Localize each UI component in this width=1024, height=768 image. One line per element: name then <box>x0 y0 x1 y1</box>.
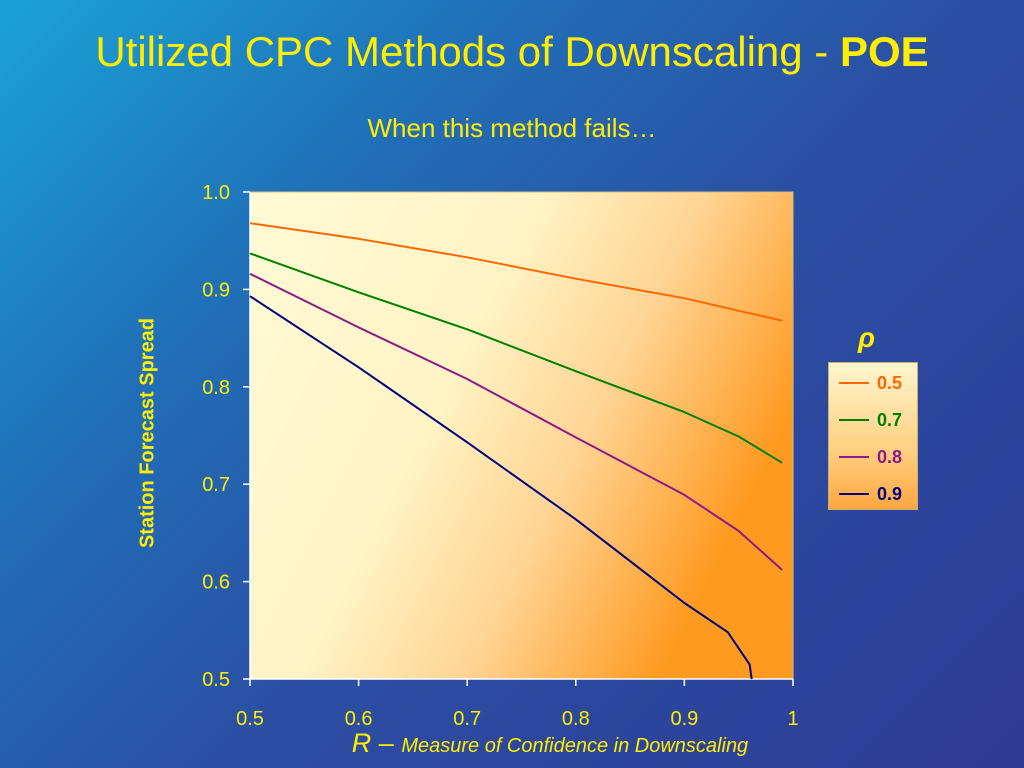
legend-label: 0.5 <box>877 373 903 393</box>
y-tick-label: 0.6 <box>202 572 230 594</box>
legend-swatch <box>839 456 869 458</box>
y-tick-label: 0.9 <box>202 279 230 301</box>
x-tick-label: 1 <box>787 708 798 730</box>
x-tick-label: 0.5 <box>236 708 264 730</box>
y-tick-label: 0.5 <box>202 669 230 691</box>
plot-area <box>249 191 794 680</box>
slide-title-main: Utilized CPC Methods of Downscaling - <box>95 28 840 75</box>
series-line-0-8 <box>249 272 783 571</box>
y-tick-label: 1.0 <box>202 182 230 204</box>
x-tick-label: 0.8 <box>562 708 590 730</box>
slide-title: Utilized CPC Methods of Downscaling - PO… <box>0 28 1024 76</box>
x-tick-label: 0.7 <box>453 708 481 730</box>
legend-label: 0.9 <box>877 484 903 504</box>
series-line-0-7 <box>249 252 783 464</box>
legend-label: 0.8 <box>877 447 903 467</box>
legend-swatch <box>839 382 869 384</box>
y-tick-label: 0.7 <box>202 474 230 496</box>
axes: 0.5 0.6 0.7 0.8 0.9 1 1.0 0.9 0.8 0.7 0.6 0.5 <box>202 182 798 730</box>
x-tick-label: 0.6 <box>345 708 373 730</box>
y-axis-label: Station Forecast Spread <box>136 317 159 549</box>
slide-subtitle: When this method fails… <box>367 113 657 143</box>
x-tick-label: 0.9 <box>670 708 698 730</box>
legend-label: 0.7 <box>877 410 903 430</box>
y-tick-label: 0.8 <box>202 377 230 399</box>
series-line-0-5 <box>249 222 783 322</box>
series-line-0-9 <box>249 295 753 680</box>
x-axis-label: R – Measure of Confidence in Downscaling <box>0 728 1024 759</box>
legend-title: ρ <box>858 322 875 353</box>
x-axis-label-prefix: R – <box>351 728 402 758</box>
legend-swatch <box>839 493 869 495</box>
slide-title-bold: POE <box>839 28 929 75</box>
legend: 0.5 0.7 0.8 0.9 <box>828 362 918 510</box>
legend-swatch <box>839 419 869 421</box>
series-layer <box>249 222 783 680</box>
x-axis-label-text: Measure of Confidence in Downscaling <box>401 735 749 757</box>
